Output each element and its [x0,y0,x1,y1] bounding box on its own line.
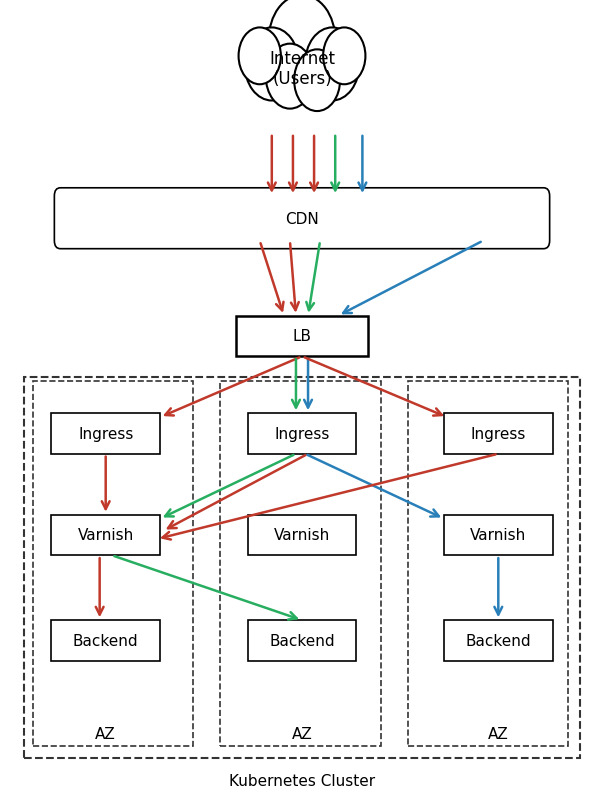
Circle shape [239,28,281,85]
FancyBboxPatch shape [51,414,160,454]
Text: Varnish: Varnish [274,528,330,543]
Text: Ingress: Ingress [471,427,526,441]
FancyBboxPatch shape [51,515,160,556]
Circle shape [266,45,314,109]
FancyBboxPatch shape [248,515,356,556]
Circle shape [269,0,335,85]
FancyBboxPatch shape [252,65,352,93]
FancyBboxPatch shape [248,414,356,454]
Circle shape [323,28,365,85]
Text: LB: LB [292,329,312,344]
FancyBboxPatch shape [236,316,368,357]
FancyBboxPatch shape [248,620,356,661]
Circle shape [294,50,340,112]
Circle shape [305,28,359,101]
Text: Backend: Backend [466,633,531,648]
Text: Ingress: Ingress [274,427,330,441]
FancyBboxPatch shape [444,414,553,454]
Text: Backend: Backend [73,633,138,648]
Text: Varnish: Varnish [470,528,527,543]
Text: Backend: Backend [269,633,335,648]
Text: Varnish: Varnish [77,528,134,543]
FancyBboxPatch shape [51,620,160,661]
Text: Ingress: Ingress [78,427,133,441]
Text: CDN: CDN [285,212,319,226]
FancyBboxPatch shape [54,189,550,250]
Text: AZ: AZ [95,727,116,741]
Circle shape [245,28,299,101]
Text: Internet
(Users): Internet (Users) [269,49,335,88]
FancyBboxPatch shape [444,620,553,661]
Text: AZ: AZ [292,727,312,741]
Text: AZ: AZ [488,727,509,741]
FancyBboxPatch shape [444,515,553,556]
Text: Kubernetes Cluster: Kubernetes Cluster [229,773,375,787]
